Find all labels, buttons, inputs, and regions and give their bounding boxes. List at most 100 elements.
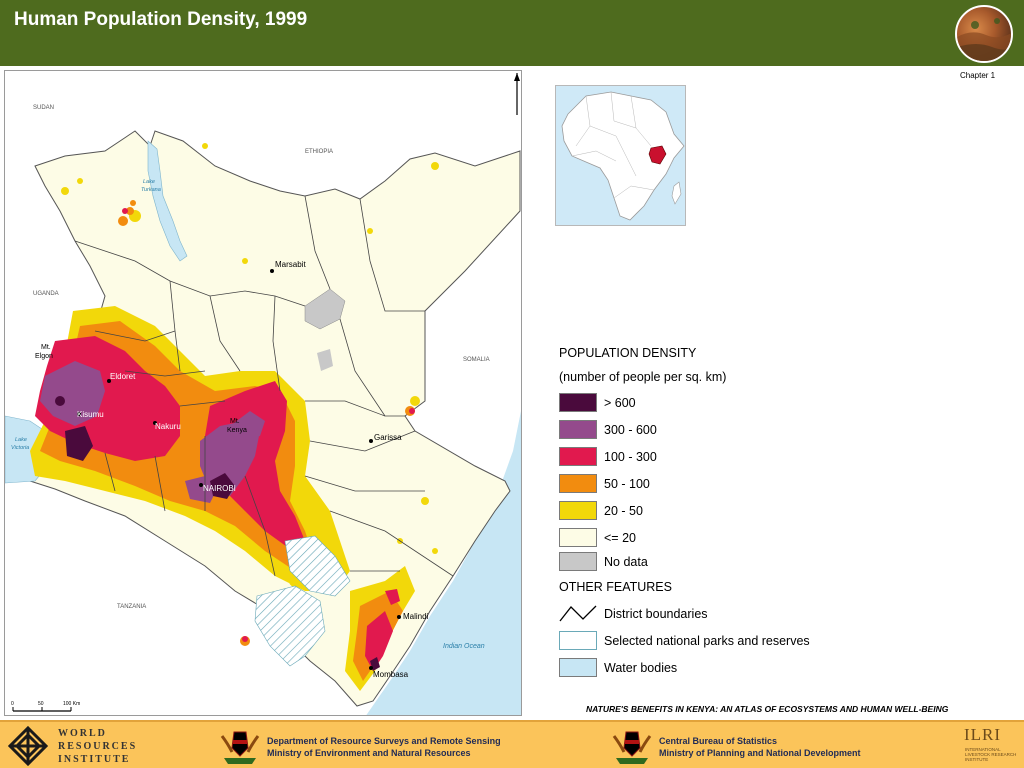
legend-swatch-300-600 [559, 420, 597, 439]
place-garissa: Garissa [369, 433, 402, 443]
water-label-lake-victoria: Lake [15, 437, 27, 443]
wri-line: WORLD [58, 728, 107, 739]
scale-tick-100: 100 Km [63, 701, 80, 707]
legend-label: 100 - 300 [604, 450, 657, 464]
cbs-line: Ministry of Planning and National Develo… [659, 748, 861, 758]
water-label-lake-turkana: Lake [143, 179, 155, 185]
scale-bar: 0 50 100 Km [11, 701, 80, 712]
wri-logo-icon [8, 726, 48, 766]
legend-label: > 600 [604, 396, 636, 410]
place-label-nakuru: Nakuru [155, 422, 181, 431]
legend-item: <= 20 [559, 528, 859, 548]
place-label-nairobi: NAIROBI [203, 484, 236, 493]
water-label-indian-ocean: Indian Ocean [443, 643, 485, 650]
park-reserve-south [254, 585, 326, 667]
place-label-mt-kenya: Mt. [230, 418, 240, 425]
north-arrow-icon [514, 73, 520, 115]
africa-continent [561, 91, 685, 221]
legend-label: Water bodies [604, 661, 678, 675]
legend-item: 100 - 300 [559, 447, 859, 467]
dept-text: Department of Resource Surveys and Remot… [267, 735, 501, 759]
country-label-uganda: UGANDA [33, 291, 59, 297]
legend-item: Selected national parks and reserves [559, 631, 859, 651]
atlas-caption: NATURE'S BENEFITS IN KENYA: AN ATLAS OF … [586, 704, 949, 714]
place-label-malindi: Malindi [403, 612, 429, 621]
dept-line: Department of Resource Surveys and Remot… [267, 736, 501, 746]
legend-label: Selected national parks and reserves [604, 634, 810, 648]
legend-label: 300 - 600 [604, 423, 657, 437]
water-label-lake-victoria: Victoria [11, 445, 29, 451]
header-bar: Human Population Density, 1999 [0, 0, 1024, 66]
place-label-garissa: Garissa [374, 433, 402, 442]
wri-wordmark: WORLD RESOURCES INSTITUTE [58, 727, 137, 766]
place-label-mt-elgon: Mt. [41, 344, 51, 351]
legend-subtitle: (number of people per sq. km) [559, 370, 727, 384]
legend-item: 300 - 600 [559, 420, 859, 440]
legend-item: 20 - 50 [559, 501, 859, 521]
madagascar [671, 181, 682, 205]
legend-item: District boundaries [559, 604, 859, 624]
legend-label: 20 - 50 [604, 504, 643, 518]
density-300-600 [40, 361, 265, 503]
legend-label: District boundaries [604, 607, 708, 621]
park-reserve-tsavo [284, 535, 351, 597]
indian-ocean-water [366, 411, 521, 715]
place-label-mt-elgon: Elgon [35, 353, 53, 360]
place-malindi: Malindi [397, 612, 429, 621]
cbs-line: Central Bureau of Statistics [659, 736, 778, 746]
ilri-subtitle-line: INSTITUTE [965, 757, 989, 762]
ilri-wordmark: ILRI [964, 725, 1002, 744]
ilri-subtitle: INTERNATIONAL LIVESTOCK RESEARCH INSTITU… [965, 747, 1016, 762]
footer-bar: WORLD RESOURCES INSTITUTE Department of … [0, 720, 1024, 768]
place-marsabit: Marsabit [270, 260, 306, 273]
legend-swatch-20-50 [559, 501, 597, 520]
dept-line: Ministry of Environment and Natural Reso… [267, 748, 471, 758]
country-label-ethiopia: ETHIOPIA [305, 149, 333, 155]
kenya-coat-of-arms-icon [220, 731, 260, 764]
legend-item: > 600 [559, 393, 859, 413]
no-data-area [317, 349, 333, 371]
kenya-coat-of-arms-icon [612, 731, 652, 764]
kenya-population-map: SUDAN ETHIOPIA UGANDA SOMALIA TANZANIA L… [4, 70, 522, 716]
kenya-highlight [648, 145, 667, 165]
country-label-tanzania: TANZANIA [117, 604, 146, 610]
country-label-sudan: SUDAN [33, 105, 54, 111]
wri-line: INSTITUTE [58, 754, 131, 765]
place-nakuru: Nakuru [153, 421, 181, 431]
legend-swatch-100-300 [559, 447, 597, 466]
legend-item: Water bodies [559, 658, 859, 678]
legend-label: <= 20 [604, 531, 636, 545]
ilri-subtitle-line: INTERNATIONAL [965, 747, 1001, 752]
legend-other-title: OTHER FEATURES [559, 580, 672, 594]
africa-locator-map [555, 85, 686, 226]
place-nairobi: NAIROBI [199, 483, 236, 493]
place-label-mt-kenya: Kenya [227, 427, 247, 434]
legend-item: 50 - 100 [559, 474, 859, 494]
place-label-marsabit: Marsabit [275, 260, 306, 269]
place-label-kisumu: Kisumu [77, 410, 104, 419]
page-title: Human Population Density, 1999 [14, 9, 308, 30]
park-reserve-swatch [559, 631, 597, 650]
legend-label: 50 - 100 [604, 477, 650, 491]
lake-turkana-water [147, 140, 188, 262]
ilri-subtitle-line: LIVESTOCK RESEARCH [965, 752, 1017, 757]
country-label-somalia: SOMALIA [463, 357, 490, 363]
place-mombasa: Mombasa [369, 666, 409, 679]
chapter-label: Chapter 1 [960, 71, 996, 80]
district-boundaries [74, 195, 454, 577]
legend-item: No data [559, 552, 859, 572]
place-kisumu: Kisumu [77, 410, 104, 419]
legend-swatch-under-20 [559, 528, 597, 547]
water-label-lake-turkana: Turkana [141, 187, 161, 193]
legend-title: POPULATION DENSITY [559, 346, 697, 360]
place-eldoret: Eldoret [107, 372, 136, 383]
landscape-photo-icon [955, 5, 1013, 63]
place-label-eldoret: Eldoret [110, 372, 136, 381]
cbs-text: Central Bureau of Statistics Ministry of… [659, 735, 861, 759]
wri-line: RESOURCES [58, 741, 138, 752]
ilri-logo: ILRI INTERNATIONAL LIVESTOCK RESEARCH IN… [964, 725, 1020, 767]
scale-tick-50: 50 [38, 701, 44, 707]
legend-swatch-over-600 [559, 393, 597, 412]
scale-tick-0: 0 [11, 701, 14, 707]
legend-swatch-50-100 [559, 474, 597, 493]
